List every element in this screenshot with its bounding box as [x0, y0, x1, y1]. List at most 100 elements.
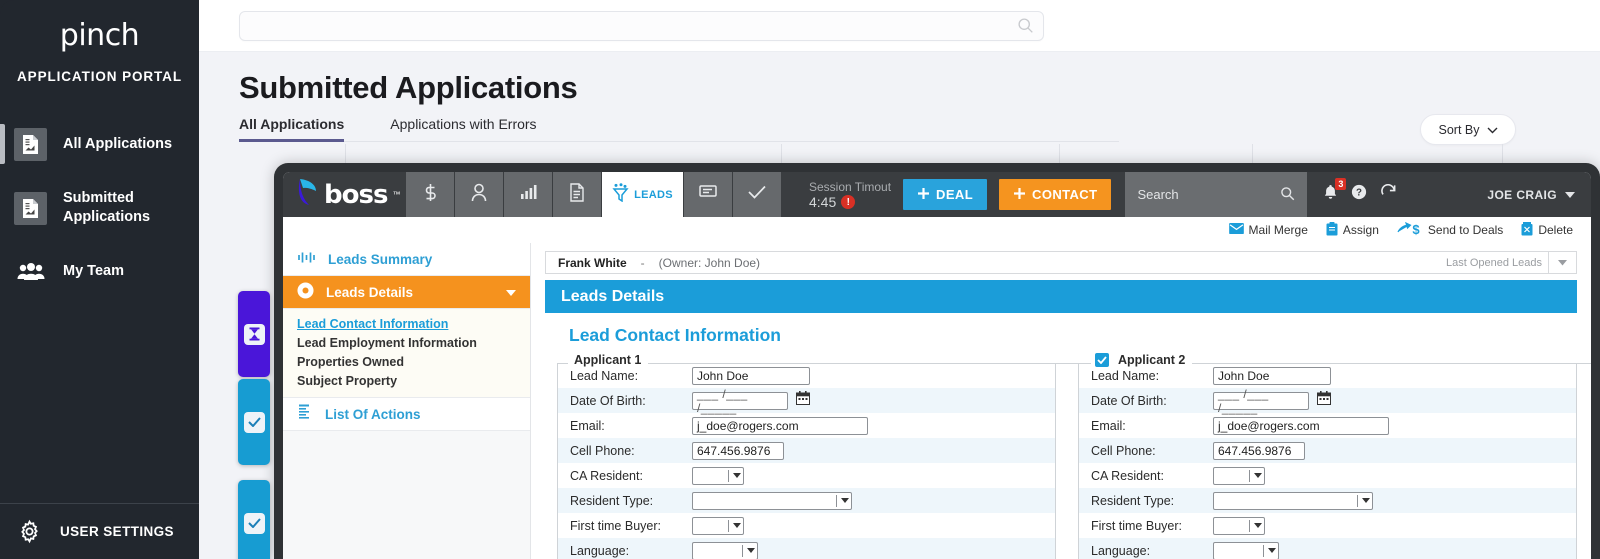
field-row-cell-phone: Cell Phone: 647.456.9876	[558, 438, 1055, 463]
boss-logo[interactable]: boss ™	[283, 172, 405, 217]
chevron-down-icon	[1565, 188, 1575, 202]
boss-search-placeholder: Search	[1137, 187, 1179, 202]
field-label: Date Of Birth:	[1091, 393, 1167, 408]
page-title: Submitted Applications	[239, 70, 578, 105]
dollar-icon	[423, 183, 438, 207]
chevron-down-icon	[747, 547, 755, 553]
sidebar-item-all-applications[interactable]: All Applications	[0, 122, 199, 167]
waveform-icon	[297, 250, 316, 268]
leads-summary-item[interactable]: Leads Summary	[283, 243, 530, 276]
boss-tab-documents[interactable]	[552, 172, 601, 217]
send-to-deals-button[interactable]: $ Send to Deals	[1397, 221, 1503, 239]
hourglass-icon	[243, 323, 265, 345]
language-select[interactable]	[1213, 541, 1279, 559]
tab-all-applications[interactable]: All Applications	[239, 116, 345, 142]
tab-applications-with-errors[interactable]: Applications with Errors	[390, 116, 537, 132]
notifications-button[interactable]: 3	[1323, 177, 1347, 206]
cell-phone-input[interactable]: 647.456.9876	[692, 441, 784, 460]
assign-button[interactable]: Assign	[1326, 221, 1379, 239]
floating-tab-hourglass[interactable]	[238, 291, 270, 377]
subnav-properties-owned[interactable]: Properties Owned	[297, 355, 404, 369]
chevron-down-icon	[1362, 497, 1370, 503]
date-of-birth-input[interactable]: ___ /___ /_____	[1213, 387, 1309, 415]
ca-resident-select[interactable]	[692, 466, 744, 485]
field-label: Resident Type:	[1091, 493, 1175, 508]
cell-phone-input[interactable]: 647.456.9876	[1213, 441, 1305, 460]
boss-tab-deals[interactable]	[405, 172, 454, 217]
boss-search-field[interactable]: Search	[1125, 172, 1308, 217]
floating-tab-check-1[interactable]	[238, 379, 270, 465]
select-divider	[742, 544, 743, 557]
boss-tab-messages[interactable]	[683, 172, 732, 217]
date-of-birth-input[interactable]: ___ /___ /_____	[692, 387, 788, 415]
search-icon[interactable]	[1280, 186, 1295, 204]
boss-tab-contacts[interactable]	[454, 172, 503, 217]
lead-selector-bar[interactable]: Frank White - (Owner: John Doe) Last Ope…	[545, 251, 1577, 274]
lead-name-input[interactable]: John Doe	[692, 366, 810, 385]
document-icon	[569, 182, 585, 207]
first-time-buyer-select[interactable]	[1213, 516, 1265, 535]
add-contact-button[interactable]: CONTACT	[999, 179, 1112, 210]
add-deal-button[interactable]: DEAL	[903, 179, 988, 210]
field-label: Lead Name:	[1091, 368, 1160, 383]
email-input[interactable]: j_doe@rogers.com	[1213, 416, 1389, 435]
check-icon	[747, 184, 767, 205]
boss-tab-reports[interactable]	[503, 172, 552, 217]
language-select[interactable]	[692, 541, 758, 559]
list-of-actions-item[interactable]: List Of Actions	[283, 398, 530, 431]
mail-merge-button[interactable]: Mail Merge	[1228, 223, 1308, 237]
calendar-icon[interactable]	[1317, 391, 1331, 410]
session-timeout-time-wrap: 4:45 !	[809, 194, 891, 210]
email-input[interactable]: j_doe@rogers.com	[692, 416, 868, 435]
field-row-language: Language:	[558, 538, 1055, 559]
field-label: CA Resident:	[570, 468, 643, 483]
field-row-lead-name: Lead Name: John Doe	[558, 363, 1055, 388]
boss-tab-leads[interactable]: LEADS	[601, 172, 683, 217]
session-timeout: Session Timout 4:45 !	[809, 172, 891, 217]
resident-type-select[interactable]	[692, 491, 852, 510]
leads-details-item[interactable]: Leads Details	[283, 276, 530, 309]
boss-trademark: ™	[392, 190, 401, 199]
notification-badge: 3	[1335, 177, 1347, 190]
document-chart-icon	[14, 191, 47, 225]
select-divider	[728, 519, 729, 532]
applicant-2-legend: Applicant 2	[1091, 353, 1591, 367]
boss-user-menu[interactable]: JOE CRAIG	[1487, 172, 1591, 217]
sidebar-item-user-settings[interactable]: USER SETTINGS	[0, 503, 199, 559]
help-icon[interactable]: ?	[1351, 184, 1367, 205]
calendar-icon[interactable]	[796, 391, 810, 410]
chevron-down-icon[interactable]	[506, 285, 516, 300]
boss-leaf-icon	[297, 177, 319, 212]
boss-tab-tasks[interactable]	[732, 172, 781, 217]
applicant-2-checkbox[interactable]	[1095, 353, 1109, 367]
search-wrapper	[239, 10, 1044, 41]
lead-contact-information-title: Lead Contact Information	[569, 325, 781, 345]
plus-icon	[1013, 187, 1026, 203]
subnav-lead-contact-information[interactable]: Lead Contact Information	[297, 317, 449, 331]
select-divider	[1249, 469, 1250, 482]
search-input[interactable]	[239, 10, 1044, 41]
arrow-dollar-icon: $	[1397, 221, 1423, 239]
sort-by-label: Sort By	[1438, 122, 1480, 137]
subnav-lead-employment-information[interactable]: Lead Employment Information	[297, 336, 477, 350]
list-icon	[297, 404, 313, 424]
lead-name-input[interactable]: John Doe	[1213, 366, 1331, 385]
search-icon[interactable]	[1017, 17, 1034, 34]
delete-button[interactable]: Delete	[1521, 221, 1573, 239]
sidebar-item-my-team[interactable]: My Team	[0, 249, 199, 294]
resident-type-select[interactable]	[1213, 491, 1373, 510]
session-timeout-label: Session Timout	[809, 179, 892, 194]
sidebar-item-label: Submitted Applications	[63, 190, 151, 225]
floating-tab-check-2[interactable]	[238, 480, 270, 559]
applicant-2-fieldset: Applicant 2 Lead Name: John Doe Date Of …	[1078, 353, 1591, 559]
boss-app-inner: boss ™	[283, 172, 1591, 559]
sort-by-button[interactable]: Sort By	[1420, 114, 1516, 145]
ca-resident-select[interactable]	[1213, 466, 1265, 485]
field-row-cell-phone: Cell Phone: 647.456.9876	[1079, 438, 1576, 463]
last-opened-leads-dropdown[interactable]	[1548, 252, 1576, 273]
refresh-icon[interactable]	[1380, 183, 1397, 206]
first-time-buyer-select[interactable]	[692, 516, 744, 535]
sidebar-item-submitted-applications[interactable]: Submitted Applications	[0, 183, 199, 233]
subnav-subject-property[interactable]: Subject Property	[297, 374, 398, 388]
